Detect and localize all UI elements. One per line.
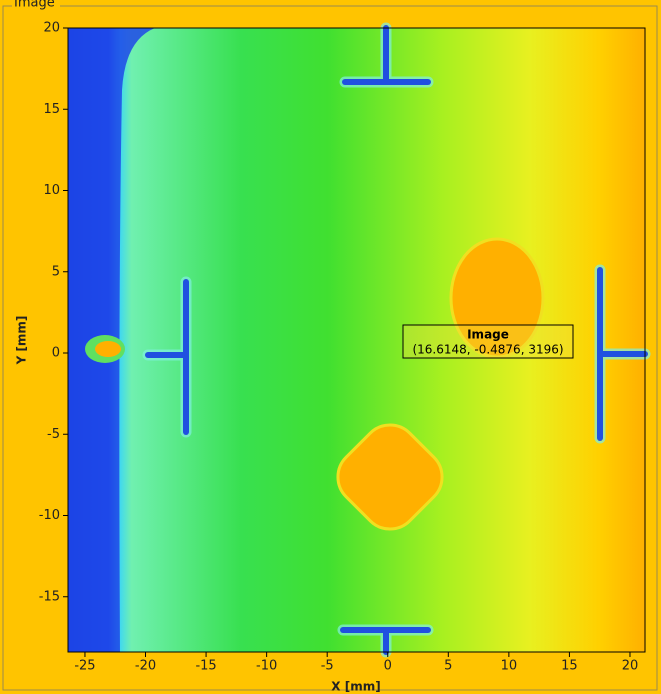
y-tick-label: 10 [43,183,60,198]
tooltip-text: (16.6148, -0.4876, 3196) [412,343,563,357]
x-tick-label: -20 [135,659,156,674]
y-tick-label: 20 [43,21,60,36]
x-tick-label: -15 [195,659,216,674]
x-tick-label: 10 [501,659,518,674]
x-tick-label: -10 [256,659,277,674]
x-tick-label: 0 [384,659,392,674]
x-axis-label: X [mm] [331,680,380,694]
tooltip [402,324,574,359]
y-tick-label: -5 [47,427,60,442]
x-tick-label: -5 [321,659,334,674]
panel-title: Image [14,0,55,11]
heatmap-image [68,22,651,658]
y-axis-label: Y [mm] [15,316,29,366]
title-backdrop [12,0,60,10]
tooltip-title: Image [467,328,509,342]
x-tick-label: 20 [622,659,639,674]
x-tick-label: -25 [74,659,95,674]
y-tick-label: -10 [39,508,60,523]
y-tick-label: -15 [39,589,60,604]
panel-border [2,5,658,691]
x-tick-label: 15 [561,659,578,674]
x-tick-label: 5 [444,659,452,674]
plot-frame [67,27,646,653]
y-tick-label: 5 [52,264,60,279]
y-tick-label: 15 [43,102,60,117]
y-tick-label: 0 [52,346,60,361]
